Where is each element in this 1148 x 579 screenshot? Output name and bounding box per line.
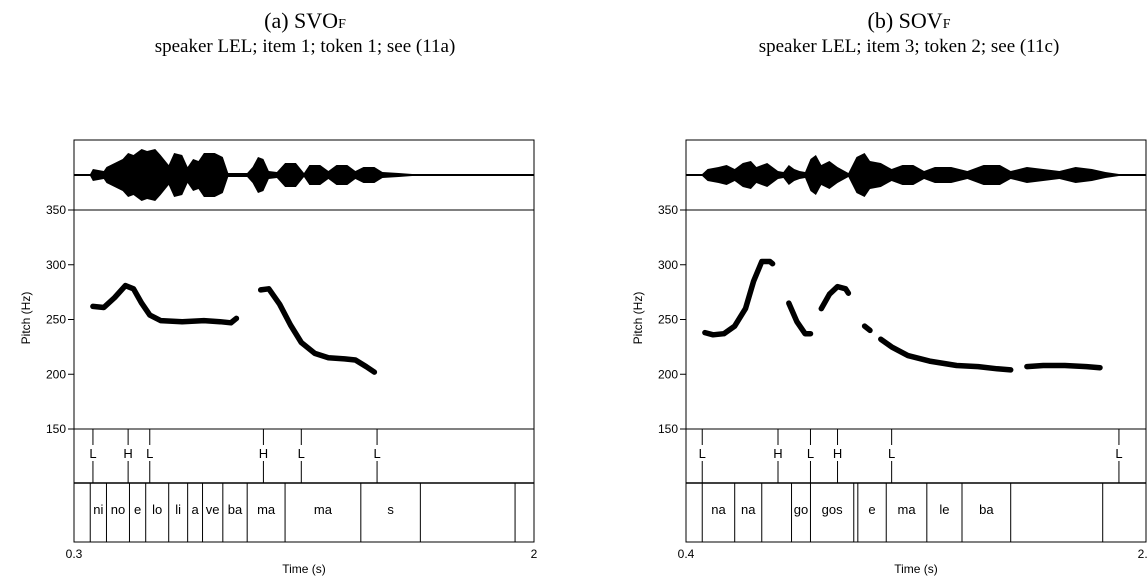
panel-b-waveform-layer — [686, 153, 1146, 211]
tone-label: H — [833, 446, 842, 461]
tone-label: H — [259, 446, 268, 461]
y-tick-label: 150 — [46, 422, 66, 436]
panel-b-title-subscript: F — [943, 17, 951, 32]
panel-b-frame — [685, 139, 1147, 543]
syllable-label: ba — [228, 502, 243, 517]
syllable-label: s — [387, 502, 394, 517]
panel-a-x-axis-label: Time (s) — [282, 562, 326, 576]
tone-label: L — [146, 446, 153, 461]
syllable-label: go — [794, 502, 808, 517]
syllable-label: e — [134, 502, 141, 517]
tone-label: L — [1115, 446, 1122, 461]
y-tick-label: 250 — [658, 313, 678, 327]
panel-a-frame — [73, 139, 535, 543]
panel-b-syllable-tier: na na go gos e ma le ba — [701, 483, 1104, 542]
panel-a-y-axis-label: Pitch (Hz) — [19, 292, 33, 345]
panel-a-syllable-tier: ni no e lo li a ve ba ma ma s — [89, 483, 516, 542]
panel-b-axes: 150 200 250 300 350 0.4 2.1 — [658, 203, 1148, 561]
y-tick-label: 300 — [46, 258, 66, 272]
y-tick-label: 200 — [658, 367, 678, 381]
tone-label: L — [89, 446, 96, 461]
x-tick-label-max: 2 — [531, 547, 538, 561]
syllable-label: ma — [897, 502, 916, 517]
pitch-contour-segment — [878, 336, 1014, 373]
panel-b-title: (b) SOVF — [868, 8, 951, 33]
tone-label: L — [298, 446, 305, 461]
syllable-label: lo — [152, 502, 162, 517]
pitch-contour-segment — [90, 282, 240, 326]
panel-a-title: (a) SVOF — [264, 8, 346, 33]
x-tick-label-min: 0.3 — [66, 547, 83, 561]
syllable-label: ma — [257, 502, 276, 517]
pitch-contour-segment — [861, 323, 873, 334]
syllable-label: ba — [979, 502, 994, 517]
syllable-label: e — [868, 502, 875, 517]
panel-a-axes: 150 200 250 300 350 0.3 2 — [46, 203, 538, 561]
panel-b-title-text: (b) SOV — [868, 8, 943, 33]
y-tick-label: 250 — [46, 313, 66, 327]
y-tick-label: 350 — [658, 203, 678, 217]
syllable-label: a — [191, 502, 199, 517]
panel-a: (a) SVOF speaker LEL; item 1; token 1; s… — [19, 8, 538, 576]
panel-b-subtitle: speaker LEL; item 3; token 2; see (11c) — [759, 36, 1060, 57]
panel-a-pitch-layer — [90, 282, 378, 375]
x-tick-label-max: 2.1 — [1138, 547, 1148, 561]
pitch-contour-segment — [257, 286, 378, 375]
tone-label: L — [888, 446, 895, 461]
tone-label: H — [773, 446, 782, 461]
pitch-contour-segment — [702, 258, 776, 338]
syllable-label: no — [111, 502, 125, 517]
tone-label: L — [807, 446, 814, 461]
tone-label: L — [699, 446, 706, 461]
syllable-label: ma — [314, 502, 333, 517]
pitch-contour-segment — [818, 283, 852, 312]
panel-b-pitch-layer — [702, 258, 1103, 373]
syllable-label: ve — [206, 502, 220, 517]
syllable-label: le — [939, 502, 949, 517]
panel-a-title-text: (a) SVO — [264, 8, 338, 33]
y-tick-label: 150 — [658, 422, 678, 436]
tone-label: H — [123, 446, 132, 461]
syllable-label: gos — [822, 502, 843, 517]
y-tick-label: 300 — [658, 258, 678, 272]
pitch-contour-segment — [786, 300, 814, 337]
panel-a-title-subscript: F — [338, 17, 346, 32]
y-tick-label: 350 — [46, 203, 66, 217]
y-tick-label: 200 — [46, 367, 66, 381]
tone-label: L — [373, 446, 380, 461]
syllable-label: na — [711, 502, 726, 517]
syllable-label: ni — [93, 502, 103, 517]
syllable-label: li — [175, 502, 181, 517]
syllable-label: na — [741, 502, 756, 517]
panel-b-y-axis-label: Pitch (Hz) — [631, 292, 645, 345]
panel-b-x-axis-label: Time (s) — [894, 562, 938, 576]
panel-a-waveform-layer — [74, 149, 534, 211]
panel-a-subtitle: speaker LEL; item 1; token 1; see (11a) — [155, 36, 456, 57]
pitch-contour-segment — [1024, 362, 1103, 371]
panel-b: (b) SOVF speaker LEL; item 3; token 2; s… — [631, 8, 1148, 576]
x-tick-label-min: 0.4 — [678, 547, 695, 561]
